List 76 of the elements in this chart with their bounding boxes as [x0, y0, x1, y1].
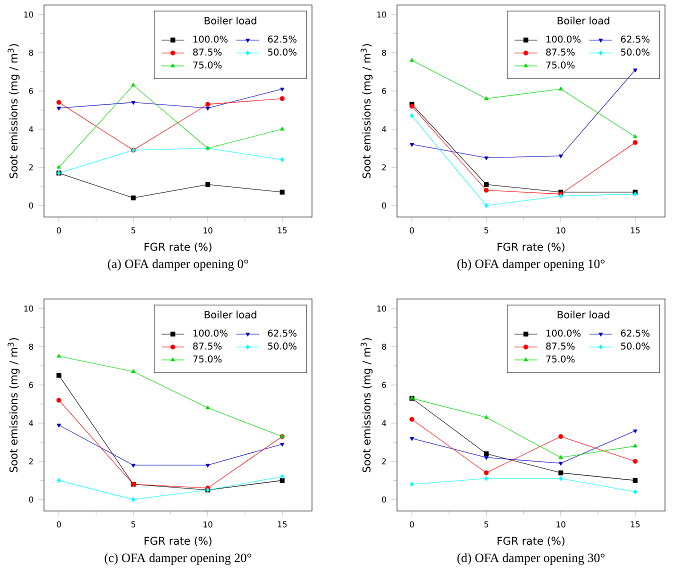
legend-label: 50.0%	[621, 48, 650, 56]
legend-title: Boiler load	[204, 310, 256, 318]
x-tick-label: 0	[410, 227, 414, 234]
y-tick-label: 10	[377, 12, 386, 18]
x-tick-label: 15	[278, 227, 287, 234]
legend-label: 100.0%	[546, 330, 581, 337]
y-tick-label: 0	[382, 202, 386, 209]
legend-label: 100.0%	[194, 330, 228, 337]
legend-label: 75.0%	[193, 355, 222, 363]
x-tick-label: 15	[278, 521, 287, 528]
legend-label: 100.0%	[194, 36, 228, 43]
x-tick-label: 10	[556, 227, 566, 234]
y-tick-label: 6	[382, 88, 386, 94]
y-axis-title: Soot emissions (mg / m$^{3}$)	[360, 44, 373, 178]
y-tick-label: 6	[29, 88, 34, 94]
legend-label: 87.5%	[546, 48, 575, 56]
legend-label: 87.5%	[193, 48, 222, 56]
legend-title: Boiler load	[558, 16, 610, 24]
legend-label: 62.5%	[621, 330, 650, 337]
y-axis-title: Soot emissions (mg / m$^{3}$)	[8, 338, 20, 472]
x-tick-label: 10	[204, 227, 212, 234]
x-tick-label: 5	[131, 521, 136, 528]
legend-label: 75.0%	[546, 61, 575, 69]
y-tick-label: 10	[24, 12, 34, 18]
y-tick-label: 8	[29, 344, 34, 350]
text: (c) OFA damper opening 20°	[104, 553, 252, 565]
y-axis-title: Soot emissions (mg / m$^{3}$)	[360, 338, 373, 472]
x-tick-label: 15	[631, 521, 640, 528]
legend-label: 50.0%	[268, 342, 296, 350]
y-tick-label: 2	[29, 458, 33, 464]
legend-label: 62.5%	[621, 36, 650, 43]
legend-label: 87.5%	[193, 342, 222, 350]
text: (a) OFA damper opening 0°	[108, 259, 248, 271]
x-axis-title: FGR rate (%)	[498, 242, 564, 252]
y-tick-label: 0	[29, 496, 34, 503]
y-tick-label: 4	[382, 126, 386, 132]
y-tick-label: 4	[28, 420, 34, 426]
x-tick-label: 5	[131, 227, 136, 234]
legend-label: 75.0%	[193, 61, 222, 69]
y-tick-label: 0	[382, 496, 386, 503]
x-tick-label: 10	[204, 521, 212, 528]
y-tick-label: 2	[29, 164, 33, 170]
y-tick-label: 6	[29, 382, 34, 388]
y-tick-label: 4	[28, 126, 34, 132]
legend-label: 87.5%	[546, 342, 575, 350]
y-tick-label: 8	[382, 344, 386, 350]
y-tick-label: 8	[382, 50, 386, 56]
y-tick-label: 10	[24, 306, 34, 312]
y-tick-label: 6	[382, 382, 386, 388]
x-tick-label: 10	[556, 521, 566, 528]
y-tick-label: 4	[382, 420, 386, 426]
legend-label: 50.0%	[268, 48, 296, 56]
x-tick-label: 15	[631, 227, 640, 234]
x-axis-title: FGR rate (%)	[498, 536, 564, 546]
y-tick-label: 2	[382, 458, 386, 464]
x-axis-title: FGR rate (%)	[144, 536, 212, 546]
x-tick-label: 0	[56, 227, 61, 234]
x-tick-label: 5	[484, 521, 488, 528]
y-tick-label: 10	[377, 306, 386, 312]
legend-label: 100.0%	[546, 36, 581, 43]
x-tick-label: 0	[56, 521, 61, 528]
x-axis-title: FGR rate (%)	[144, 242, 212, 252]
text: (b) OFA damper opening 10°	[457, 259, 605, 271]
legend-label: 62.5%	[268, 330, 296, 337]
y-tick-label: 2	[382, 164, 386, 170]
legend-label: 50.0%	[621, 342, 650, 350]
x-tick-label: 5	[484, 227, 488, 234]
y-tick-label: 0	[29, 202, 34, 209]
legend-title: Boiler load	[558, 310, 610, 318]
legend-title: Boiler load	[204, 16, 256, 24]
y-axis-title: Soot emissions (mg / m$^{3}$)	[8, 44, 20, 178]
text: (d) OFA damper opening 30°	[457, 553, 605, 565]
y-tick-label: 8	[29, 50, 34, 56]
x-tick-label: 0	[410, 521, 414, 528]
legend-label: 62.5%	[268, 36, 296, 43]
legend-label: 75.0%	[546, 355, 575, 363]
